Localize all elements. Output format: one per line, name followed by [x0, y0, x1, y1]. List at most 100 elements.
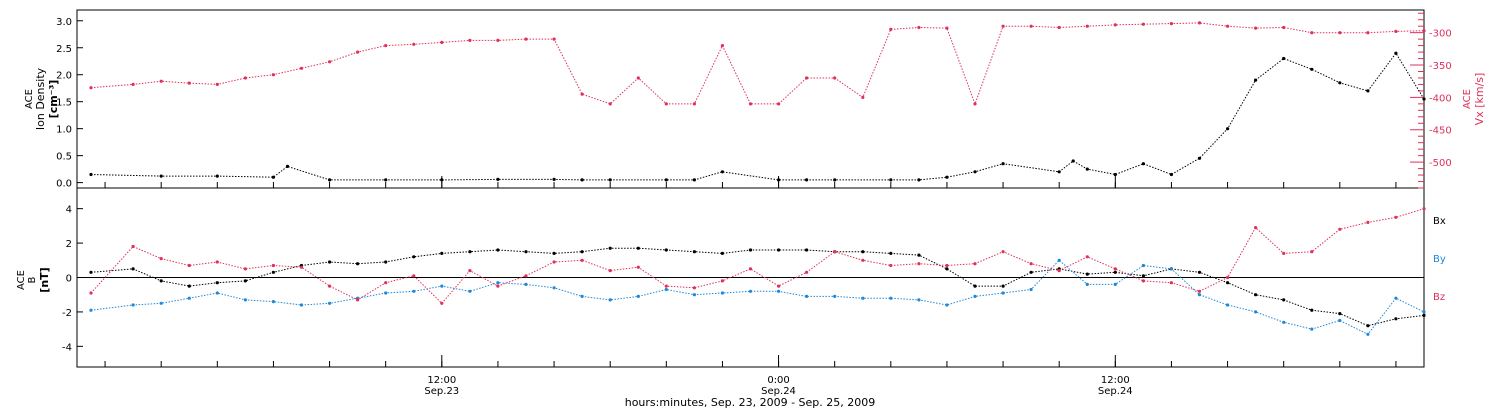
vx-point	[89, 86, 93, 90]
bz-point	[384, 281, 388, 285]
by-point	[861, 296, 865, 300]
bz-point	[692, 286, 697, 290]
bx-point	[1085, 272, 1089, 276]
by-point	[580, 294, 584, 298]
by-point	[1085, 282, 1089, 286]
vx-point	[608, 102, 612, 106]
by-point	[636, 294, 640, 298]
ion-density-point	[89, 172, 93, 177]
ion-density-point	[1085, 167, 1089, 171]
vx-point	[1141, 22, 1145, 26]
vx-point	[1169, 22, 1173, 26]
vx-point	[215, 82, 219, 86]
field-ylabel-line2: B	[27, 276, 38, 283]
bx-series-trace	[90, 247, 1425, 327]
bz-point	[1169, 281, 1173, 285]
by-point	[1282, 320, 1286, 324]
density-ylabel-line1: ACE	[24, 89, 35, 109]
vx-point	[440, 40, 444, 45]
ion-density-point	[973, 170, 977, 174]
by-point	[243, 298, 247, 302]
density-ytick-label: 3.0	[56, 17, 72, 28]
by-point	[777, 289, 781, 293]
vx-point	[833, 76, 837, 80]
velocity-yaxis: -300 -350 -400 -450 -500	[1410, 12, 1452, 189]
bx-point	[945, 267, 949, 271]
vx-point	[524, 37, 528, 41]
bx-point	[1001, 284, 1005, 288]
vx-point	[636, 76, 640, 80]
vx-point	[243, 76, 247, 80]
bz-point	[664, 284, 668, 288]
ion-density-point	[1366, 89, 1370, 93]
bx-point	[384, 260, 388, 264]
by-point	[384, 291, 388, 295]
xtick-time-label: 0:00	[767, 375, 789, 386]
density-ytick-label: 0.5	[56, 152, 72, 163]
vx-point	[805, 76, 809, 80]
by-point	[805, 294, 809, 298]
ion-density-point	[1422, 97, 1426, 101]
bx-point	[1226, 281, 1230, 285]
velocity-ylabel-line1: ACE	[1462, 89, 1473, 109]
vx-point	[973, 102, 977, 106]
xaxis-title: hours:minutes, Sep. 23, 2009 - Sep. 25, …	[625, 396, 876, 409]
bx-point	[664, 248, 668, 252]
ion-density-point	[1071, 159, 1075, 163]
bz-point	[243, 267, 247, 271]
ion-density-point	[1197, 156, 1202, 160]
by-point	[412, 289, 416, 293]
by-point	[1029, 287, 1033, 292]
bz-point	[1422, 207, 1426, 211]
xtick-time-label: 12:00	[427, 375, 456, 386]
by-point	[1310, 327, 1314, 331]
by-point	[945, 303, 949, 307]
field-ylabel: ACE B [nT]	[16, 267, 51, 292]
bz-point	[552, 260, 556, 264]
ion-density-point	[1310, 67, 1314, 71]
by-point	[215, 291, 219, 295]
density-ytick-label: 1.0	[56, 125, 72, 136]
by-point	[328, 301, 332, 305]
bz-point	[1366, 220, 1370, 224]
bx-point	[1338, 312, 1342, 316]
bx-point	[440, 251, 444, 255]
bz-point	[1282, 251, 1286, 255]
ion-density-point	[1057, 170, 1061, 174]
bz-point	[580, 258, 584, 262]
ion-density-point	[1113, 172, 1117, 177]
by-point	[1113, 282, 1117, 286]
ion-density-point	[1141, 162, 1145, 166]
legend-by: By	[1433, 254, 1446, 265]
ion-density-point	[1282, 56, 1286, 61]
vx-point	[356, 50, 360, 54]
by-point	[89, 308, 93, 312]
ion-density-point	[1254, 78, 1258, 82]
ion-density-point	[917, 178, 921, 182]
ion-density-point	[1338, 81, 1342, 85]
panel-frame-density	[76, 9, 1425, 189]
vx-point	[468, 38, 472, 43]
xtick-date-label: Sep.24	[761, 386, 796, 397]
by-point	[1001, 291, 1005, 295]
velocity-ytick-label: -400	[1429, 93, 1452, 104]
bz-point	[524, 274, 528, 278]
bx-point	[271, 270, 275, 274]
by-point	[552, 286, 556, 290]
bx-point	[496, 248, 500, 252]
bz-point	[271, 263, 275, 268]
bz-point	[917, 262, 921, 266]
by-point	[664, 287, 668, 292]
bx-point	[1282, 298, 1286, 302]
legend-bx: Bx	[1433, 216, 1446, 227]
bx-point	[917, 253, 921, 257]
bz-series-trace	[90, 208, 1425, 305]
bx-point	[187, 284, 191, 288]
vx-point	[748, 102, 753, 106]
by-point	[889, 296, 893, 300]
bz-point	[1113, 267, 1117, 271]
field-ylabel-line1: ACE	[16, 270, 27, 290]
bx-point	[1197, 270, 1202, 274]
